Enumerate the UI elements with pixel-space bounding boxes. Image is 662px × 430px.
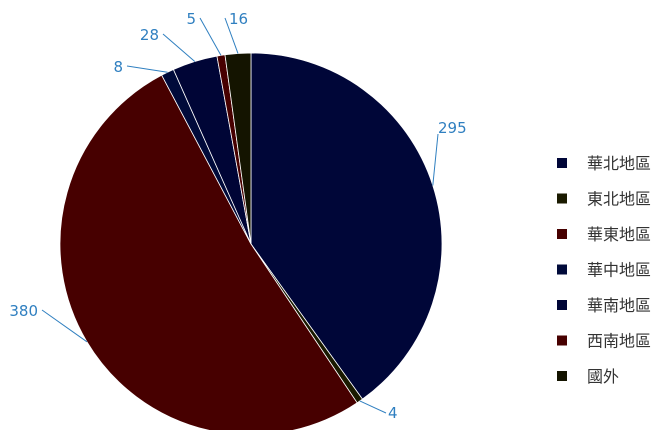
data-label-4: 8 [113, 58, 123, 76]
data-labels: 295 4 380 8 28 5 16 [9, 10, 466, 422]
leader-line-5 [162, 33, 196, 62]
legend-label-2: 東北地區 [587, 190, 651, 209]
data-label-7: 16 [229, 10, 248, 28]
legend-swatch-6 [557, 335, 567, 346]
pie-slices [59, 52, 443, 430]
legend-label-4: 華中地區 [587, 261, 651, 280]
legend-swatch-5 [557, 300, 567, 310]
legend-label-6: 西南地區 [587, 332, 651, 351]
legend-swatch-2 [557, 193, 567, 204]
legend-label-3: 華東地區 [587, 225, 651, 244]
pie-slice-1 [250, 52, 443, 400]
legend-swatch-3 [557, 229, 567, 239]
data-label-3: 380 [9, 302, 38, 320]
leader-line-2 [359, 400, 387, 414]
data-label-6: 5 [186, 10, 196, 28]
data-label-5: 28 [140, 26, 159, 44]
legend-label-1: 華北地區 [587, 154, 651, 173]
leader-line-4 [126, 65, 168, 73]
data-label-1: 295 [438, 119, 467, 137]
legend-swatch-1 [557, 158, 567, 168]
legend-label-5: 華南地區 [587, 296, 651, 315]
leader-line-7 [224, 17, 239, 54]
legend-swatch-4 [557, 264, 567, 275]
data-label-2: 4 [388, 404, 398, 422]
legend-label-7: 國外 [587, 367, 619, 386]
leader-line-6 [199, 17, 222, 56]
legend-swatch-7 [557, 371, 567, 381]
leader-line-3 [41, 309, 88, 343]
leader-line-1 [432, 133, 439, 186]
